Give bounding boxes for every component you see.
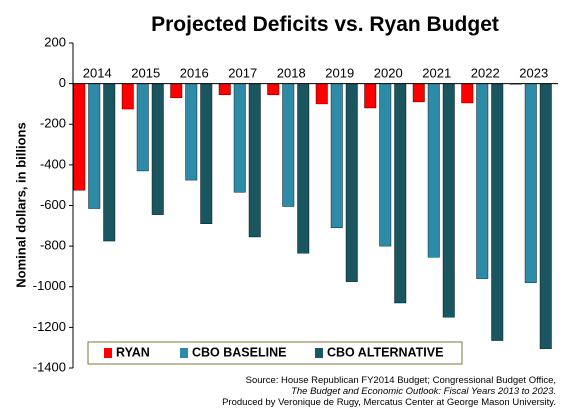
- bar-cbo-alternative: [491, 83, 504, 341]
- x-tick-label: 2018: [277, 66, 306, 81]
- legend-swatch: [104, 348, 112, 358]
- legend-label: CBO ALTERNATIVE: [327, 345, 443, 359]
- source-line-1: Source: House Republican FY2014 Budget; …: [246, 375, 556, 386]
- bar-ryan: [364, 83, 377, 109]
- y-tick-label: -1400: [33, 359, 66, 374]
- bar-cbo-baseline: [524, 83, 537, 283]
- bar-cbo-alternative: [539, 83, 552, 349]
- x-tick-label: 2021: [422, 66, 451, 81]
- bar-cbo-baseline: [185, 83, 198, 181]
- y-tick-label: -600: [40, 197, 66, 212]
- y-tick-label: 200: [44, 34, 66, 49]
- x-tick-label: 2022: [471, 66, 500, 81]
- bar-cbo-alternative: [248, 83, 261, 238]
- x-tick-label: 2020: [374, 66, 403, 81]
- legend: RYAN CBO BASELINE CBO ALTERNATIVE: [87, 341, 463, 365]
- x-tick-label: 2015: [131, 66, 160, 81]
- bar-cbo-alternative: [151, 83, 164, 215]
- legend-swatch: [180, 348, 188, 358]
- bar-ryan: [121, 83, 134, 110]
- bar-cbo-alternative: [200, 83, 213, 224]
- bar-ryan: [170, 83, 183, 99]
- source-line-3: Produced by Veronique de Rugy, Mercatus …: [222, 397, 556, 408]
- bar-ryan: [73, 83, 86, 191]
- bar-cbo-baseline: [233, 83, 246, 193]
- y-tick-label: -200: [40, 116, 66, 131]
- bar-cbo-alternative: [297, 83, 310, 254]
- y-tick-label: -1000: [33, 278, 66, 293]
- bar-cbo-baseline: [282, 83, 295, 207]
- source-line-2: The Budget and Economic Outlook: Fiscal …: [291, 386, 556, 397]
- legend-box: [87, 341, 463, 365]
- y-tick-label: -800: [40, 238, 66, 253]
- x-tick-label: 2019: [325, 66, 354, 81]
- bar-ryan: [461, 83, 474, 104]
- plot-area: 200 0 -200 -400 -600 -800 -1000 -1200 -1400 2014 2…: [33, 34, 558, 374]
- bar-cbo-alternative: [345, 83, 358, 282]
- x-tick-label: 2016: [180, 66, 209, 81]
- bar-ryan: [315, 83, 328, 105]
- y-tick-label: -1200: [33, 319, 66, 334]
- bar-cbo-baseline: [476, 83, 489, 279]
- bar-cbo-alternative: [394, 83, 407, 304]
- bar-ryan: [218, 83, 231, 95]
- legend-label: RYAN: [116, 345, 150, 359]
- bar-cbo-baseline: [379, 83, 392, 247]
- bar-cbo-alternative: [103, 83, 116, 242]
- y-tick-label: 0: [59, 75, 66, 90]
- bar-cbo-baseline: [427, 83, 440, 258]
- legend-label: CBO BASELINE: [192, 345, 286, 359]
- bar-cbo-baseline: [88, 83, 101, 209]
- bar-cbo-alternative: [442, 83, 455, 318]
- bar-ryan: [267, 83, 280, 95]
- y-axis-label: Nominal dollars, in billions: [13, 122, 28, 287]
- bar-cbo-baseline: [136, 83, 149, 172]
- y-tick-label: -400: [40, 156, 66, 171]
- legend-swatch: [315, 348, 323, 358]
- bar-ryan: [412, 83, 425, 103]
- x-tick-label: 2014: [83, 66, 112, 81]
- bar-cbo-baseline: [330, 83, 343, 229]
- x-tick-label: 2023: [519, 66, 548, 81]
- x-tick-label: 2017: [228, 66, 257, 81]
- chart-title: Projected Deficits vs. Ryan Budget: [151, 13, 499, 36]
